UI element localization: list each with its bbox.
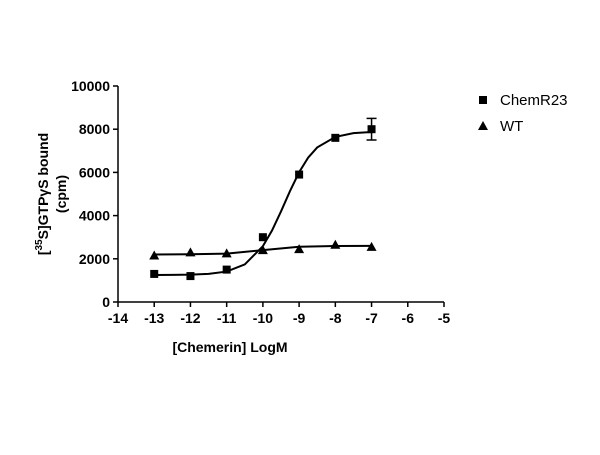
data-point [294,244,305,254]
data-point [330,239,341,249]
data-point [150,269,159,278]
data-point [366,241,377,251]
x-tick-label: -6 [402,310,415,326]
data-point [186,272,195,281]
legend-label: WT [500,118,523,135]
legend-marker [478,121,488,130]
y-label-part: [ [35,250,51,255]
data-point [222,265,231,274]
x-tick-label: -14 [108,310,128,326]
x-tick-label: -13 [144,310,164,326]
y-tick-label: 2000 [79,251,110,267]
legend-marker [479,96,487,104]
y-tick-label: 0 [102,294,110,310]
x-tick-label: -10 [253,310,273,326]
y-label-part: S]GTPγS bound [35,133,51,240]
fit-line [154,130,372,276]
y-tick-label: 8000 [79,121,110,137]
data-point [149,250,160,260]
data-point [221,248,232,258]
x-tick-label: -11 [217,310,237,326]
y-label-sup: 35 [34,239,45,251]
x-tick-label: -8 [329,310,342,326]
data-point [331,133,340,142]
x-tick-label: -5 [438,310,451,326]
data-point [258,233,267,242]
legend-label: ChemR23 [500,92,568,109]
data-point [367,125,376,134]
y-axis-label-line2: (cpm) [53,175,69,213]
data-point [257,245,268,255]
y-tick-label: 10000 [71,78,110,94]
y-axis-label: [35S]GTPγS bound [34,133,51,255]
y-tick-label: 6000 [79,164,110,180]
y-tick-label: 4000 [79,208,110,224]
data-point [185,247,196,257]
x-tick-label: -9 [293,310,306,326]
data-point [295,170,304,179]
x-tick-label: -12 [180,310,200,326]
x-axis-label: [Chemerin] LogM [172,339,287,355]
x-tick-label: -7 [365,310,378,326]
